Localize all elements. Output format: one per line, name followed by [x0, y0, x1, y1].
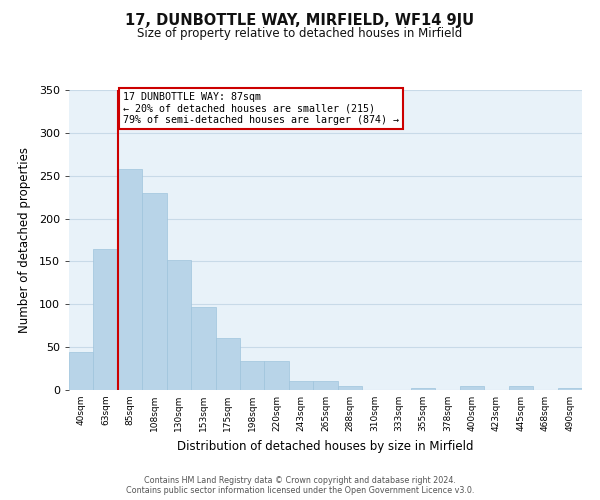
Bar — [94, 248, 118, 390]
Bar — [118, 169, 142, 390]
Bar — [69, 352, 94, 390]
Bar — [191, 307, 215, 390]
Bar — [411, 388, 436, 390]
Bar — [240, 361, 265, 390]
Bar — [215, 338, 240, 390]
Bar — [142, 193, 167, 390]
Text: 17, DUNBOTTLE WAY, MIRFIELD, WF14 9JU: 17, DUNBOTTLE WAY, MIRFIELD, WF14 9JU — [125, 12, 475, 28]
Bar — [509, 386, 533, 390]
Text: Contains HM Land Registry data © Crown copyright and database right 2024.: Contains HM Land Registry data © Crown c… — [144, 476, 456, 485]
Y-axis label: Number of detached properties: Number of detached properties — [17, 147, 31, 333]
Bar — [265, 361, 289, 390]
Bar — [167, 260, 191, 390]
Text: Contains public sector information licensed under the Open Government Licence v3: Contains public sector information licen… — [126, 486, 474, 495]
Bar — [289, 380, 313, 390]
Bar — [338, 386, 362, 390]
Bar — [460, 386, 484, 390]
Bar — [313, 380, 338, 390]
X-axis label: Distribution of detached houses by size in Mirfield: Distribution of detached houses by size … — [177, 440, 474, 452]
Text: 17 DUNBOTTLE WAY: 87sqm
← 20% of detached houses are smaller (215)
79% of semi-d: 17 DUNBOTTLE WAY: 87sqm ← 20% of detache… — [123, 92, 399, 125]
Bar — [557, 388, 582, 390]
Text: Size of property relative to detached houses in Mirfield: Size of property relative to detached ho… — [137, 28, 463, 40]
